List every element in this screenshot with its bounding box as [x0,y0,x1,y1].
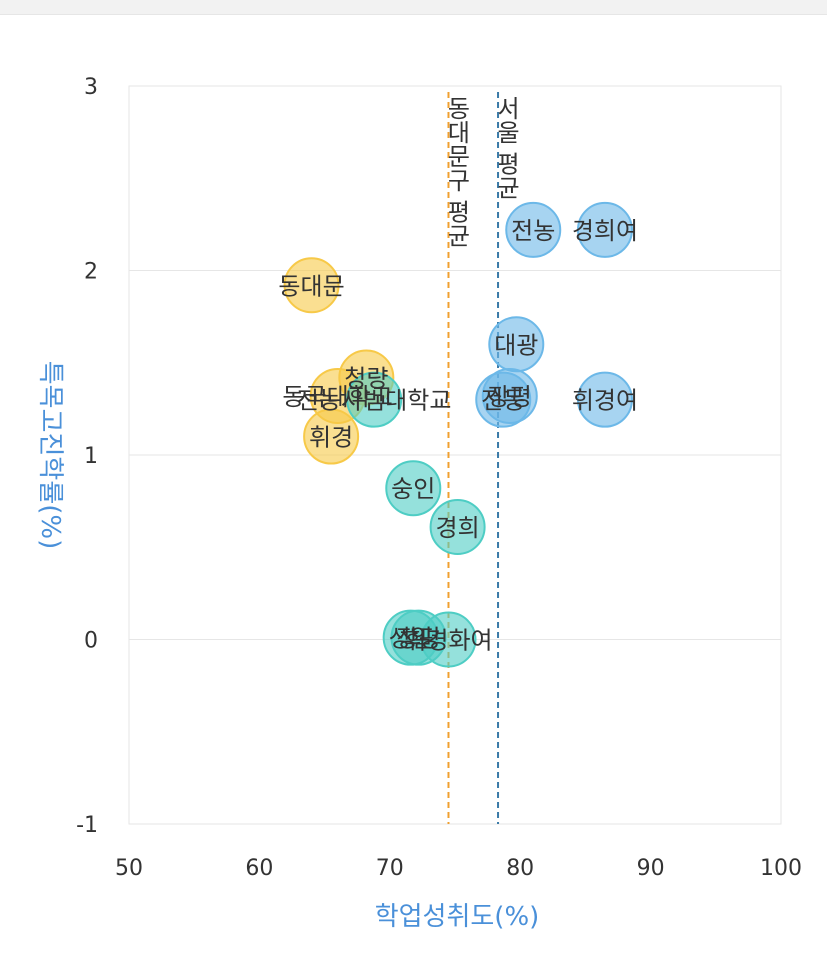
point-label: 성일 [389,625,433,653]
x-tick-label: 80 [506,856,534,881]
point-label: 전농 [511,217,555,245]
reference-line-label: 서울 평균 [492,96,520,200]
data-points [283,201,633,668]
x-tick-label: 100 [760,856,802,881]
x-axis-title: 학업성취도(%) [375,902,540,932]
point-label: 숭인 [391,475,435,503]
point-label: 전농사범대학교 [297,387,452,415]
data-point [576,371,633,428]
window-top-bar [0,0,827,15]
data-point [576,201,633,258]
point-label: 대광 [494,331,538,359]
x-tick-label: 70 [376,856,404,881]
y-tick-label: 2 [84,260,98,285]
y-tick-label: 0 [84,629,98,654]
point-label: 휘경여 [572,387,638,415]
reference-line-label: 동대문구 평균 [442,96,470,248]
point-label: 전동 [481,387,525,415]
point-label: 청량 [344,365,388,393]
data-point [346,371,403,428]
data-point [385,460,442,517]
data-point [505,201,562,258]
tick-labels: 50 60 70 80 90 100 -1 0 1 2 3 [76,75,802,881]
point-labels: 동대문구 평균 서울 평균동대문청량동국대학교휘경전농사범대학교숭인경희장평성일휘… [278,96,638,655]
x-tick-label: 50 [115,856,143,881]
point-label: 장평 [396,625,440,653]
point-label: 휘경 [309,424,353,452]
data-point [420,611,477,668]
data-point [283,257,340,314]
reference-lines [447,92,500,824]
point-label: 휘경화여 [404,627,492,655]
x-tick-label: 90 [637,856,665,881]
point-label: 동대문 [278,272,344,300]
point-label: 장평 [488,383,532,411]
point-label: 동국대학교 [282,383,392,411]
data-point [475,371,532,428]
point-label: 경희 [436,514,480,542]
y-tick-label: 3 [84,75,98,100]
y-tick-label: -1 [76,813,98,838]
data-point [303,408,360,465]
y-tick-label: 1 [84,444,98,469]
x-tick-label: 60 [245,856,273,881]
data-point [429,498,486,555]
point-label: 경희여 [572,217,638,245]
grid-layer [128,85,782,825]
y-axis-title: 특목고진학률(%) [35,361,65,550]
